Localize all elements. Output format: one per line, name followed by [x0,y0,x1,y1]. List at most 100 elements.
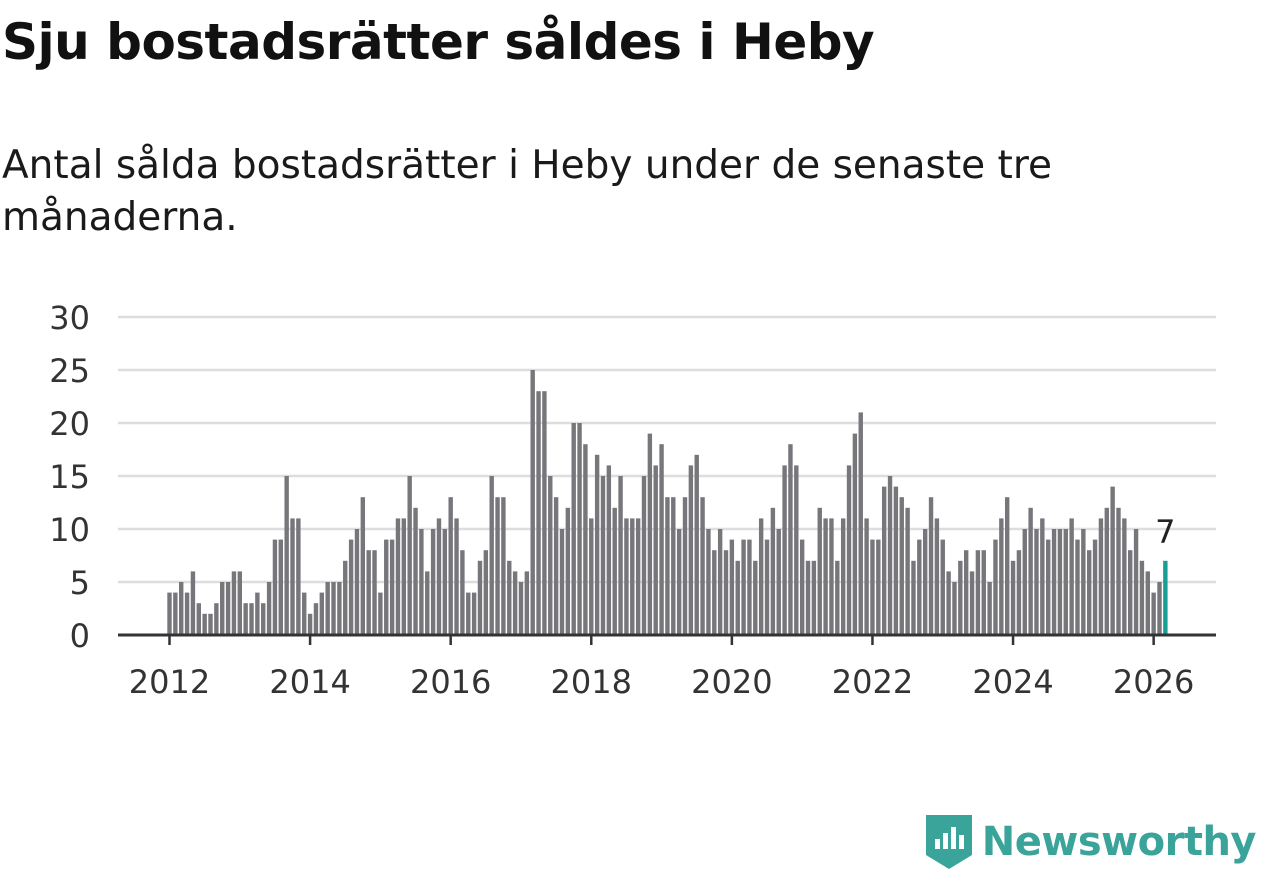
x-tick-label: 2022 [832,663,913,701]
bar [460,550,465,635]
bar [811,560,817,635]
bar [665,497,670,635]
annotations: 7 [1155,513,1175,551]
bar [184,592,190,635]
bar [296,518,301,635]
bar [835,560,840,635]
bar [1010,560,1016,635]
bar [173,592,178,635]
bar [729,539,735,635]
bar [647,433,653,635]
bar [413,507,418,635]
bar [372,550,377,635]
bar [1016,550,1022,635]
chart-subtitle: Antal sålda bostadsrätter i Heby under d… [2,143,1053,240]
bar [284,476,289,635]
bar [337,582,342,635]
brand-logo: Newsworthy [924,813,1257,871]
bar [249,603,254,635]
bar [928,497,934,635]
bars [167,370,1168,635]
bar [917,539,922,635]
bar [975,550,981,635]
bar [1157,582,1162,635]
bar [1122,518,1127,635]
bar [272,539,278,635]
bar [448,497,453,635]
bar [712,550,717,635]
x-tick-label: 2024 [972,663,1053,701]
bar [952,582,957,635]
bar [489,476,494,635]
bar [799,539,805,635]
bar [261,603,266,635]
bar [858,412,863,635]
bar [905,507,910,635]
bar [483,550,489,635]
bar [378,592,383,635]
bar [1104,507,1109,635]
bar [723,550,729,635]
bar [436,518,442,635]
bar [940,539,945,635]
bar [395,518,401,635]
bar [454,518,459,635]
x-tick-label: 2014 [269,663,350,701]
chart-title: Sju bostadsrätter såldes i Heby [2,13,875,71]
bar [1046,539,1051,635]
x-tick-label: 2012 [129,663,210,701]
bar [1022,529,1027,635]
bar [1081,529,1086,635]
bar [583,444,588,635]
bar [1092,539,1098,635]
y-tick-label: 5 [70,564,90,602]
bar [360,497,366,635]
bar [255,592,260,635]
y-tick-label: 10 [49,511,90,549]
bar [946,571,951,635]
bar [817,507,822,635]
bar [190,571,196,635]
bar [331,582,336,635]
bar [512,571,518,635]
bar [911,560,916,635]
bar [425,571,430,635]
bar [922,529,928,635]
bar [325,582,330,635]
bar [401,518,407,635]
bar [565,507,571,635]
bar [1098,518,1104,635]
newsworthy-logo-icon [925,815,972,869]
bar [290,518,295,635]
bar [471,592,477,635]
bar [641,476,647,635]
bar [776,529,781,635]
bar [782,465,787,635]
bar [758,518,764,635]
bar [1063,529,1068,635]
bar [384,539,389,635]
bar [999,518,1004,635]
bar [1057,529,1063,635]
bar [524,571,530,635]
bar [536,391,541,635]
bar [278,539,284,635]
bar [594,454,600,635]
bar-highlight [1163,560,1168,635]
bar [266,582,272,635]
bar [852,433,858,635]
bar [1069,518,1074,635]
bar [1087,550,1092,635]
bar [864,518,869,635]
bar [700,497,705,635]
bar [1110,486,1115,635]
bar [706,529,711,635]
bar [466,592,471,635]
bar [764,539,770,635]
bar [571,423,576,635]
bar [1004,497,1010,635]
bar [840,518,846,635]
bar [671,497,676,635]
y-tick-label: 25 [49,352,90,390]
bar [389,539,395,635]
